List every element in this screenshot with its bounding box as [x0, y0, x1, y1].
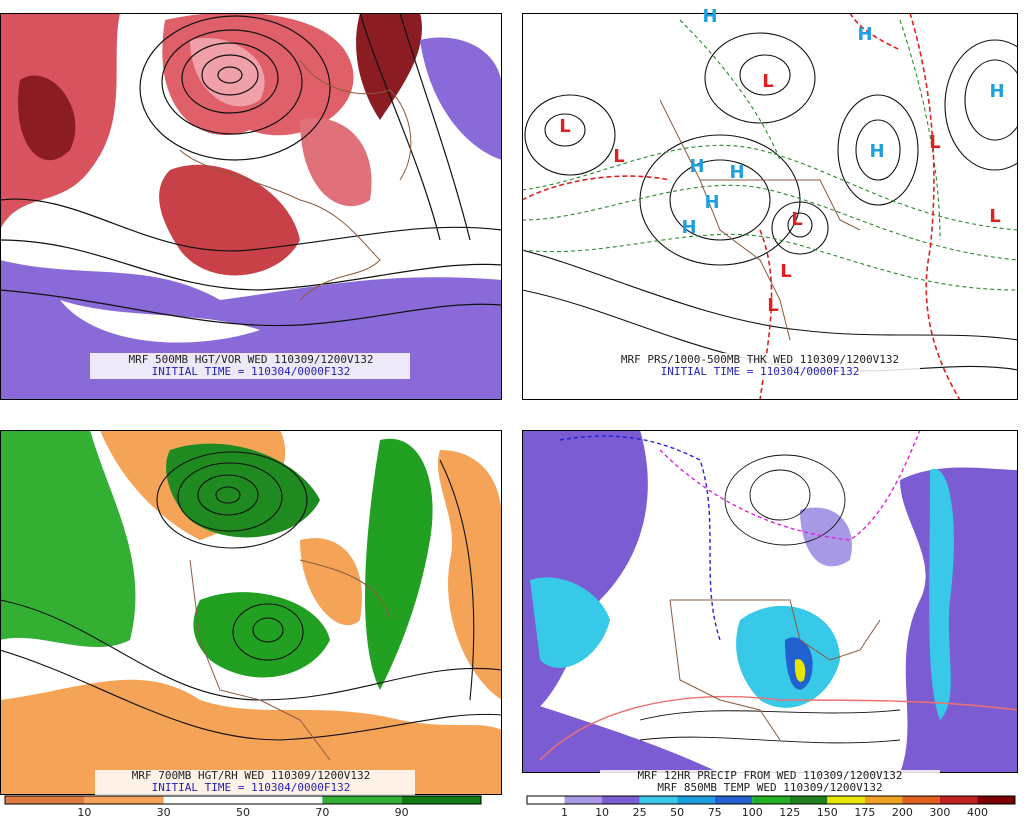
colorbar-swatch	[564, 796, 603, 804]
panel-frame	[0, 13, 502, 400]
colorbar-swatch	[752, 796, 790, 804]
pressure-center: L	[559, 116, 570, 137]
colorbar-swatch	[322, 796, 402, 804]
colorbar-label: 10	[77, 806, 91, 819]
pressure-center: H	[704, 192, 719, 213]
pressure-center: H	[689, 156, 704, 177]
colorbar-swatch	[639, 796, 678, 804]
colorbar-label: 200	[892, 806, 913, 819]
colorbar-swatch	[243, 796, 323, 804]
pressure-center: L	[613, 146, 624, 167]
pressure-center: H	[989, 81, 1004, 102]
panel-subcaption: MRF 850MB TEMP WED 110309/1200V132	[657, 781, 882, 794]
pressure-center: L	[767, 295, 778, 316]
colorbar-label: 90	[395, 806, 409, 819]
pressure-center: H	[681, 217, 696, 238]
panel-caption: MRF PRS/1000-500MB THK WED 110309/1200V1…	[621, 353, 899, 366]
colorbar-swatch	[5, 796, 85, 804]
colorbar-label: 10	[595, 806, 609, 819]
colorbar-label: 400	[967, 806, 988, 819]
colorbar-swatch	[84, 796, 164, 804]
panel-initial-time: INITIAL TIME = 110304/0000F132	[661, 365, 860, 378]
colorbar-label: 150	[817, 806, 838, 819]
colorbar-swatch	[527, 796, 565, 804]
panel-caption: MRF 700MB HGT/RH WED 110309/1200V132	[132, 769, 370, 782]
colorbar-swatch	[714, 796, 753, 804]
colorbar-frame	[4, 795, 482, 805]
pressure-center: L	[929, 132, 940, 153]
panel-700mb	[0, 430, 502, 795]
pressure-center: L	[989, 206, 1000, 227]
pressure-center: L	[762, 71, 773, 92]
colorbar-swatch	[401, 796, 481, 804]
colorbar-label: 300	[929, 806, 950, 819]
colorbar-label: 50	[236, 806, 250, 819]
colorbar-label: 100	[742, 806, 763, 819]
colorbar-swatch	[677, 796, 715, 804]
pressure-center: H	[857, 24, 872, 45]
panel-500mb	[0, 13, 502, 400]
colorbar-label: 175	[854, 806, 875, 819]
pressure-center: H	[702, 6, 717, 27]
colorbar-label: 75	[708, 806, 722, 819]
colorbars: 10 30 50 70 90 1 10 25 50 75 100 125 150 175 200 300 400	[4, 795, 1016, 819]
panel-caption: MRF 500MB HGT/VOR WED 110309/1200V132	[128, 353, 373, 366]
panel-initial-time: INITIAL TIME = 110304/0000F132	[152, 781, 351, 794]
colorbar-swatch	[977, 796, 1015, 804]
colorbar-label: 30	[157, 806, 171, 819]
colorbar-label: 125	[779, 806, 800, 819]
colorbar-label: 25	[633, 806, 647, 819]
panel-caption: MRF 12HR PRECIP FROM WED 110309/1200V132	[638, 769, 903, 782]
colorbar-swatch	[939, 796, 978, 804]
colorbar-swatch	[163, 796, 243, 804]
pressure-center: H	[869, 141, 884, 162]
panel-frame	[522, 13, 1018, 400]
colorbar-swatch	[864, 796, 903, 804]
colorbar-label: 70	[315, 806, 329, 819]
colorbar-swatch	[827, 796, 865, 804]
colorbar-label: 1	[561, 806, 568, 819]
panel-pressure	[522, 13, 1018, 400]
pressure-center: L	[791, 209, 802, 230]
panel-initial-time: INITIAL TIME = 110304/0000F132	[152, 365, 351, 378]
panel-precip	[522, 430, 1018, 773]
pressure-center: H	[729, 162, 744, 183]
colorbar-swatch	[789, 796, 828, 804]
colorbar-label: 50	[670, 806, 684, 819]
pressure-center: L	[780, 261, 791, 282]
colorbar-swatch	[602, 796, 640, 804]
colorbar-frame	[526, 795, 1016, 805]
colorbar-swatch	[902, 796, 940, 804]
